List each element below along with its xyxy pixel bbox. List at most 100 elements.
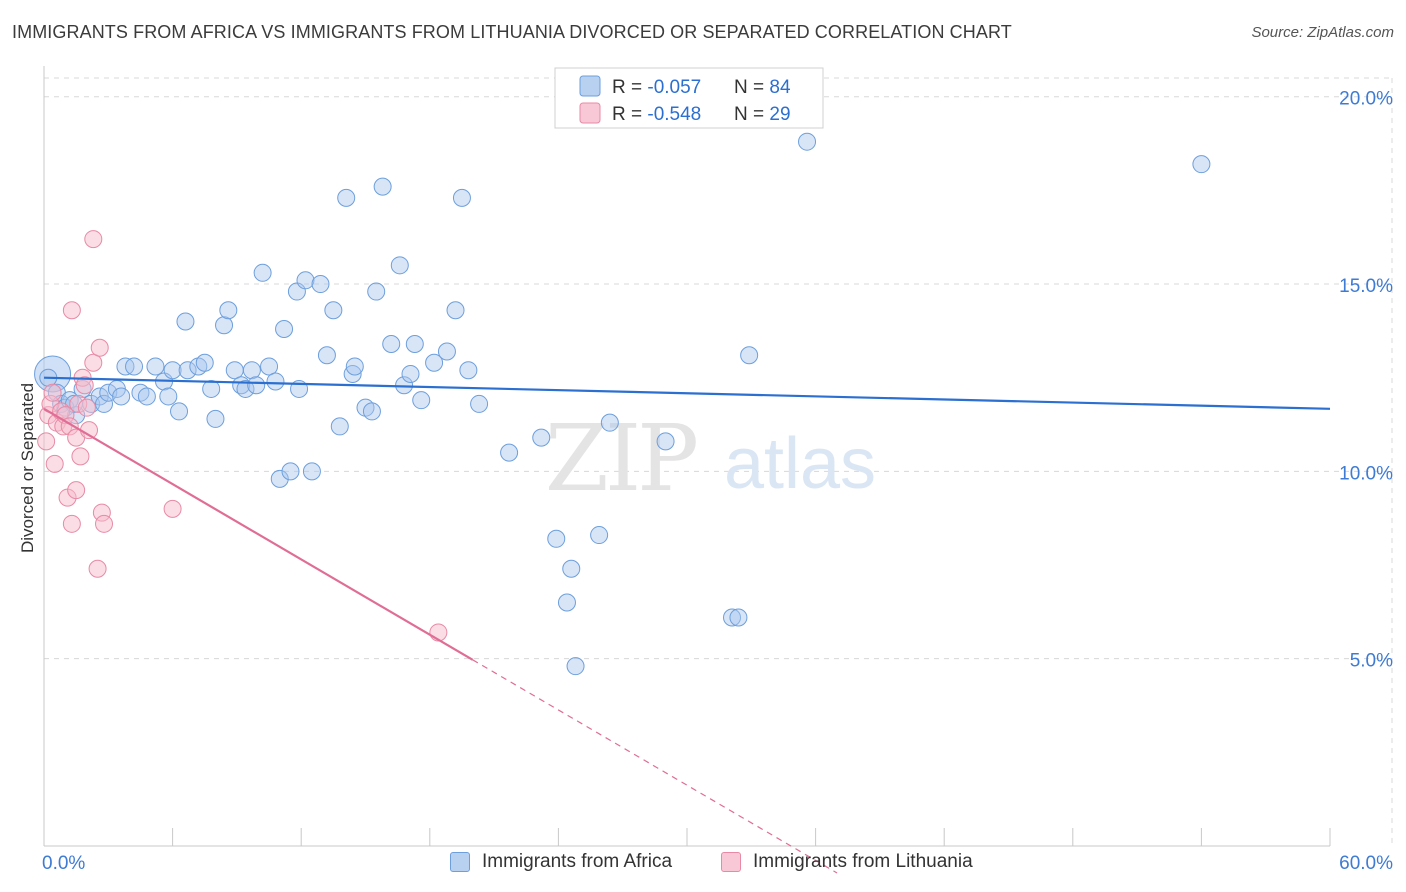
africa-point: [242, 361, 261, 380]
bottom-legend: Immigrants from Africa Immigrants from L…: [0, 851, 1406, 879]
africa-point: [125, 357, 144, 376]
watermark-zip: ZIP: [545, 405, 696, 512]
africa-point: [146, 357, 165, 376]
africa-point: [202, 379, 221, 398]
africa-point: [215, 316, 234, 335]
legend-box: R = -0.057 N = 84 R = -0.548 N = 29: [554, 67, 824, 129]
lithuania-points: [37, 230, 448, 642]
africa-point: [362, 402, 381, 421]
bottom-legend-label-africa: Immigrants from Africa: [482, 851, 673, 872]
lithuania-point: [88, 559, 107, 578]
africa-point: [302, 462, 321, 481]
africa-point: [412, 391, 431, 410]
lithuania-point: [62, 301, 81, 320]
africa-point: [95, 394, 114, 413]
lithuania-point: [37, 432, 56, 451]
legend-n-value-lithuania: 29: [769, 104, 790, 125]
lithuania-point: [71, 447, 90, 466]
africa-point: [343, 364, 362, 383]
x-tick-label-max: 60.0%: [1339, 853, 1393, 874]
lithuania-point: [43, 383, 62, 402]
africa-point: [281, 462, 300, 481]
legend-r-label-lithuania: R =: [612, 104, 647, 125]
africa-point: [225, 361, 244, 380]
africa-point: [723, 608, 742, 627]
tick-labels: 5.0% 10.0% 15.0% 20.0% 0.0% 60.0%: [42, 89, 1393, 874]
africa-point: [1192, 155, 1211, 174]
lithuania-point: [67, 481, 86, 500]
africa-point: [566, 657, 585, 676]
legend-r-label-africa: R =: [612, 77, 647, 98]
africa-point: [590, 526, 609, 545]
africa-point: [452, 188, 471, 207]
africa-point: [557, 593, 576, 612]
lithuania-point: [163, 499, 182, 518]
africa-point: [253, 263, 272, 282]
africa-point: [367, 282, 386, 301]
svg-text:R = -0.057: R = -0.057: [612, 77, 701, 98]
africa-point: [170, 402, 189, 421]
africa-point: [470, 394, 489, 413]
africa-point: [296, 271, 315, 290]
africa-point: [562, 559, 581, 578]
lithuania-trend-extension: [472, 659, 838, 874]
africa-point: [163, 361, 182, 380]
africa-point: [176, 312, 195, 331]
y-tick-label: 15.0%: [1339, 276, 1393, 297]
lithuania-point: [45, 454, 64, 473]
africa-point: [459, 361, 478, 380]
lithuania-point: [84, 353, 103, 372]
lithuania-point: [95, 514, 114, 533]
africa-point: [382, 334, 401, 353]
africa-point: [337, 188, 356, 207]
lithuania-point: [429, 623, 448, 642]
legend-swatch-africa: [579, 75, 601, 97]
africa-point: [206, 409, 225, 428]
africa-point: [425, 353, 444, 372]
africa-point: [390, 256, 409, 275]
y-tick-label: 5.0%: [1350, 651, 1393, 672]
legend-n-label-africa: N =: [734, 77, 769, 98]
bottom-legend-africa[interactable]: Immigrants from Africa: [450, 851, 672, 873]
africa-point: [219, 301, 238, 320]
africa-point: [159, 387, 178, 406]
africa-trend-line: [43, 376, 1331, 410]
svg-text:N = 29: N = 29: [734, 104, 791, 125]
africa-point: [112, 387, 131, 406]
africa-point: [600, 413, 619, 432]
lithuania-point: [62, 514, 81, 533]
africa-point: [500, 443, 519, 462]
africa-points: [34, 132, 1211, 676]
africa-point: [798, 132, 817, 151]
africa-point: [317, 346, 336, 365]
africa-point: [270, 469, 289, 488]
legend-swatch-lithuania: [579, 102, 601, 124]
africa-point: [547, 529, 566, 548]
bottom-legend-lithuania[interactable]: Immigrants from Lithuania: [721, 851, 973, 873]
svg-text:R = -0.548: R = -0.548: [612, 104, 701, 125]
legend-r-value-africa: -0.057: [647, 77, 701, 98]
africa-point: [137, 387, 156, 406]
africa-point: [236, 379, 255, 398]
legend-n-label-lithuania: N =: [734, 104, 769, 125]
africa-point: [178, 361, 197, 380]
africa-point: [324, 301, 343, 320]
bottom-legend-swatch-africa: [450, 852, 470, 872]
lithuania-point: [84, 230, 103, 249]
africa-point: [345, 357, 364, 376]
gridlines: [44, 77, 1393, 846]
africa-point: [247, 376, 266, 395]
africa-point: [729, 608, 748, 627]
lithuania-point: [75, 376, 94, 395]
africa-point: [532, 428, 551, 447]
trend-lines: [43, 376, 1331, 874]
africa-point: [437, 342, 456, 361]
y-tick-label: 20.0%: [1339, 89, 1393, 110]
africa-point: [330, 417, 349, 436]
lithuania-point: [90, 338, 109, 357]
africa-point: [405, 334, 424, 353]
y-axis-label: Divorced or Separated: [18, 383, 37, 553]
africa-point: [275, 320, 294, 339]
legend-n-value-africa: 84: [769, 77, 791, 98]
